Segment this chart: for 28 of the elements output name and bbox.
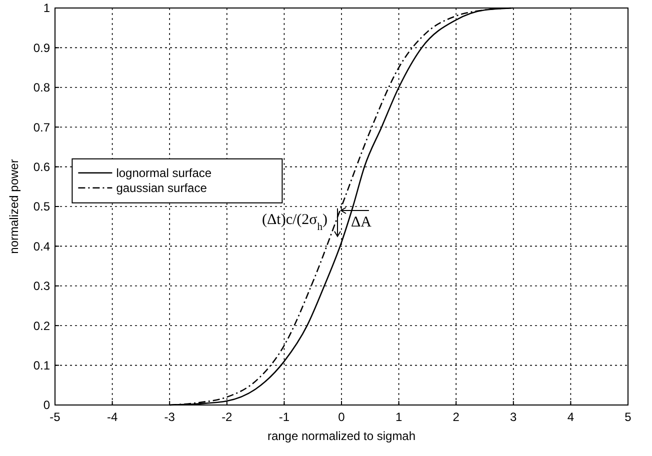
y-axis-title: normalized power	[7, 159, 21, 254]
legend-label: lognormal surface	[116, 166, 212, 180]
x-tick-label: 2	[452, 410, 460, 424]
y-tick-label: 0.3	[33, 279, 50, 294]
y-tick-label: 1	[43, 1, 50, 16]
annotation: (Δt)c/(2σ$_{h}$)	[262, 212, 328, 232]
x-tick-label: 1	[395, 410, 402, 424]
x-tick-label: -2	[222, 410, 233, 424]
annotation: ΔA	[350, 214, 372, 230]
y-tick-label: 0.4	[33, 239, 50, 254]
x-tick-label: 3	[510, 410, 518, 424]
x-tick-label: -1	[278, 410, 290, 424]
legend-label: gaussian surface	[116, 181, 208, 196]
x-axis-title: range normalized to sigmah	[267, 429, 416, 443]
x-tick-label: -4	[106, 410, 118, 424]
x-tick-label: -5	[50, 410, 61, 424]
y-tick-label: 0.9	[33, 40, 50, 55]
y-tick-label: 0.6	[33, 160, 50, 174]
y-tick-label: 0.5	[33, 200, 50, 214]
y-tick-label: 0.1	[33, 358, 50, 372]
x-tick-label: 0	[338, 410, 346, 424]
y-tick-label: 0.2	[33, 318, 50, 333]
x-tick-label: 4	[567, 410, 574, 424]
y-tick-label: 0.7	[33, 120, 50, 134]
x-tick-label: -3	[164, 410, 176, 424]
y-tick-label: 0.8	[33, 80, 50, 95]
y-tick-label: 0	[43, 398, 50, 412]
x-tick-label: 5	[624, 410, 632, 424]
